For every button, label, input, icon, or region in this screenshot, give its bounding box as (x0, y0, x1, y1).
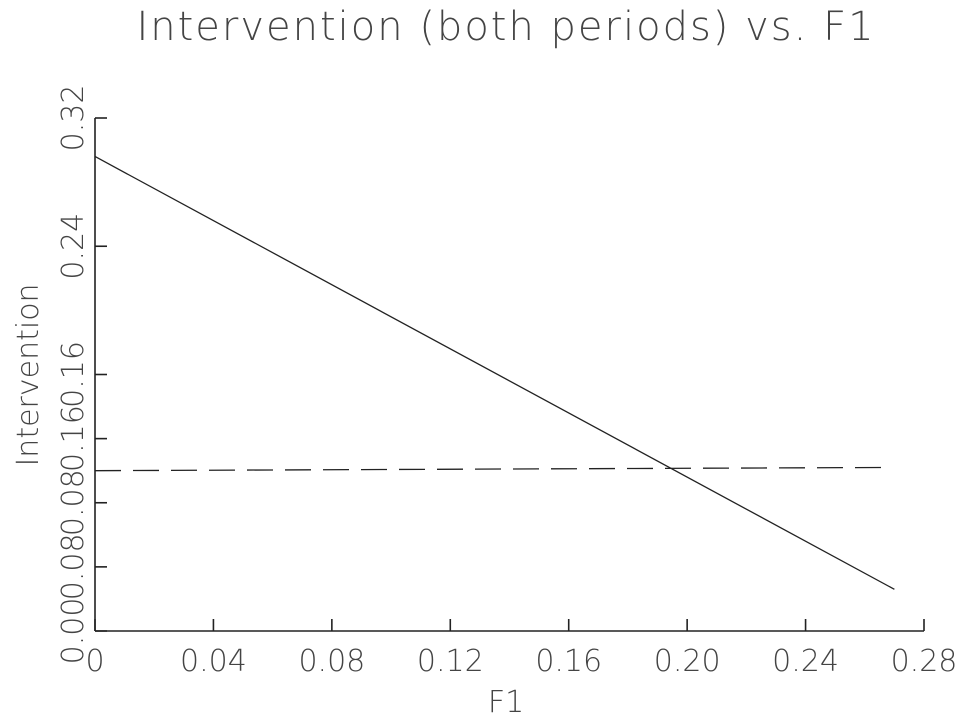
y-tick-label: 0.08 (56, 469, 91, 536)
x-tick-label: 0.04 (180, 644, 247, 679)
y-tick-label: 0.16 (56, 405, 91, 472)
y-tick-label: 0.16 (56, 341, 91, 408)
y-tick-label: 0.00 (56, 598, 91, 665)
x-tick-label: 0.08 (298, 644, 365, 679)
chart-title: Intervention (both periods) vs. F1 (136, 4, 875, 50)
y-tick-label: 0.24 (56, 213, 91, 280)
y-axis-label: Intervention (11, 283, 46, 466)
data-line (94, 466, 883, 472)
x-tick-label: 0.28 (891, 644, 958, 679)
x-tick-label: 0.20 (654, 644, 721, 679)
x-tick-label: 0.12 (417, 644, 484, 679)
x-tick-label: 0.16 (535, 644, 602, 679)
y-tick-label: 0.08 (56, 533, 91, 600)
y-tick-label: 0.32 (56, 85, 91, 152)
x-tick-label: 0.24 (772, 644, 839, 679)
x-axis-label: F1 (488, 685, 524, 720)
x-tick-label: 0 (85, 644, 104, 679)
data-line (94, 155, 895, 590)
